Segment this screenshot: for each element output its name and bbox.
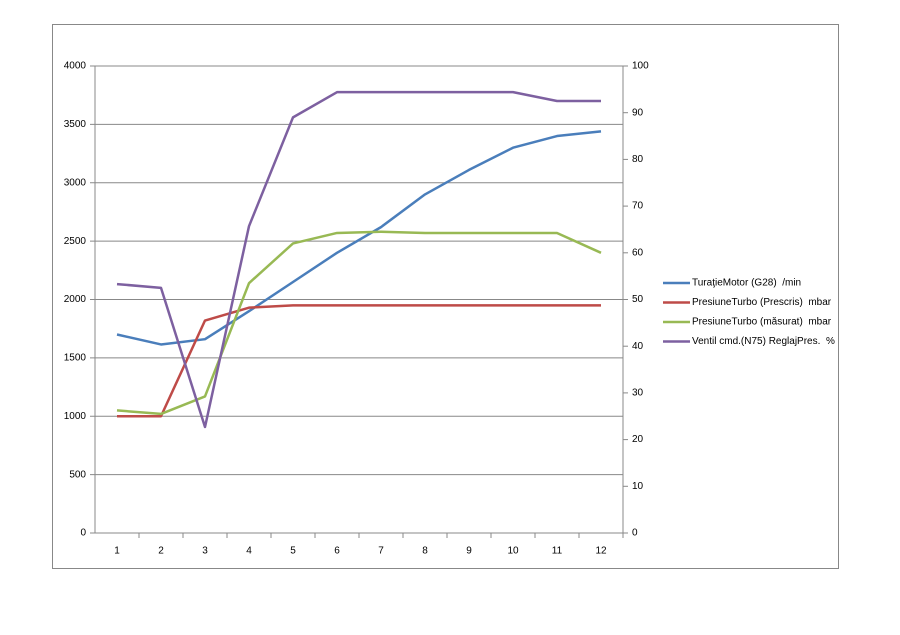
y2-tick-label: 0 [632,528,638,539]
y-tick-label: 3000 [64,177,87,188]
chart-frame [52,24,839,569]
y-tick-label: 2000 [64,294,87,305]
y2-tick-label: 20 [632,434,644,445]
x-tick-label: 5 [290,546,296,557]
series-line [117,304,601,418]
y2-tick-label: 60 [632,247,644,258]
x-tick-label: 12 [595,546,607,557]
y-tick-label: 1000 [64,411,87,422]
x-tick-label: 3 [202,546,208,557]
series-line [116,230,602,416]
y-tick-label: 3500 [64,119,87,130]
y-tick-label: 1500 [64,353,87,364]
x-tick-label: 7 [378,546,384,557]
series-line [116,90,601,429]
y-tick-label: 500 [69,469,86,480]
x-tick-label: 1 [114,546,120,557]
y2-tick-label: 100 [632,61,649,72]
y2-tick-label: 40 [632,341,644,352]
y2-tick-label: 70 [632,201,644,212]
y2-tick-label: 80 [632,154,644,165]
y-tick-label: 0 [80,528,86,539]
x-tick-label: 11 [552,546,563,557]
legend-label: Ventil cmd.(N75) ReglajPres. % [692,336,835,347]
y-tick-label: 2500 [64,236,87,247]
y2-tick-label: 30 [632,388,644,399]
x-tick-label: 6 [334,546,340,557]
x-tick-label: 8 [422,546,428,557]
x-tick-label: 10 [507,546,519,557]
legend-label: TuraţieMotor (G28) /min [692,278,801,289]
y2-tick-label: 10 [632,481,644,492]
legend-label: PresiuneTurbo (măsurat) mbar [692,317,832,328]
y2-tick-label: 50 [632,294,644,305]
series-line [116,130,602,346]
y-tick-label: 4000 [64,61,87,72]
legend-label: PresiuneTurbo (Prescris) mbar [692,297,832,308]
x-tick-label: 2 [158,546,164,557]
y2-tick-label: 90 [632,107,644,118]
x-tick-label: 9 [466,546,472,557]
x-tick-label: 4 [246,546,252,557]
